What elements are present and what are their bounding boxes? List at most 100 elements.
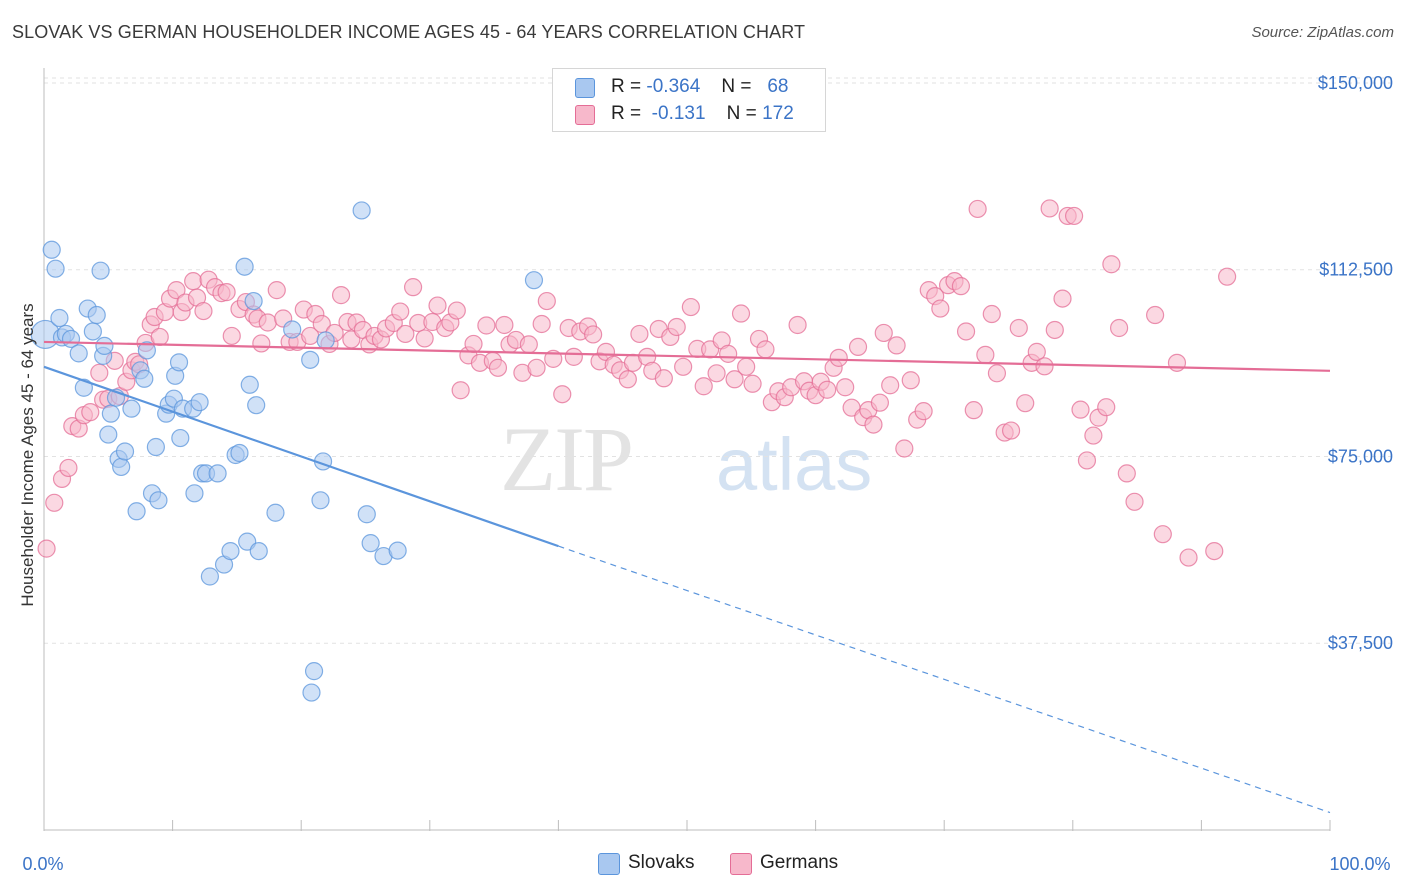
slovaks-point xyxy=(50,308,69,328)
germans-point xyxy=(1218,267,1237,286)
slovaks-point xyxy=(266,503,285,522)
germans-point xyxy=(1064,206,1084,226)
germans-point xyxy=(1001,421,1021,440)
x-tick-label-100: 100.0% xyxy=(1329,854,1390,874)
legend-n-value: 68 xyxy=(767,76,789,97)
germans-point xyxy=(194,301,213,321)
germans-point xyxy=(532,314,551,334)
slovaks-point xyxy=(235,257,254,276)
germans-swatch xyxy=(575,105,595,125)
x-ticks xyxy=(43,820,1331,831)
germans-point xyxy=(731,304,751,323)
germans-point xyxy=(90,363,109,382)
germans-point xyxy=(1125,492,1144,511)
stats-legend: R = -0.364 N = 68 R = -0.131 N = 172 xyxy=(552,68,826,132)
legend-n-value: 172 xyxy=(762,103,794,124)
germans-point xyxy=(756,340,775,359)
germans-point xyxy=(396,324,415,344)
germans-point xyxy=(694,377,713,396)
x-tick-label-0: 0.0% xyxy=(22,854,63,874)
germans-point xyxy=(1167,353,1187,372)
trend-lines xyxy=(43,340,1331,814)
germans-point xyxy=(488,358,508,377)
germans-point xyxy=(464,334,483,354)
slovaks-legend-swatch xyxy=(598,853,620,875)
germans-point xyxy=(167,281,186,300)
y-tick-label: $150,000 xyxy=(1318,73,1393,93)
slovaks-point xyxy=(388,541,407,560)
slovaks-point xyxy=(169,353,189,372)
slovaks-point xyxy=(249,541,268,561)
germans-point xyxy=(667,317,686,337)
germans-point xyxy=(1040,199,1059,218)
germans-point xyxy=(451,381,470,400)
germans-point xyxy=(544,349,563,368)
slovaks-point xyxy=(316,331,335,350)
germans-point xyxy=(881,376,900,395)
germans-points xyxy=(37,199,1237,567)
slovaks-point xyxy=(301,350,320,369)
germans-point xyxy=(654,369,673,388)
slovaks-point xyxy=(99,425,118,444)
slovaks-point xyxy=(87,305,106,325)
germans-point xyxy=(564,347,583,366)
germans-point xyxy=(331,286,351,305)
germans-point xyxy=(59,458,78,478)
slovaks-trend-extension xyxy=(558,545,1331,814)
germans-point xyxy=(415,329,434,348)
germans-point xyxy=(222,326,241,346)
germans-point xyxy=(184,272,203,291)
slovaks-point xyxy=(190,393,209,412)
germans-point xyxy=(1009,318,1028,338)
germans-point xyxy=(553,385,572,404)
germans-point xyxy=(1102,255,1121,274)
slovaks-point xyxy=(127,502,146,521)
legend-r-value: -0.364 xyxy=(646,76,701,97)
slovaks-point xyxy=(244,291,263,311)
germans-point xyxy=(982,304,1001,324)
slovaks-point xyxy=(83,322,102,341)
slovaks-point xyxy=(46,259,65,278)
germans-point xyxy=(403,278,423,297)
germans-point xyxy=(537,291,556,311)
germans-point xyxy=(848,337,868,357)
germans-point xyxy=(1117,464,1136,483)
germans-point xyxy=(870,393,890,412)
slovaks-point xyxy=(171,428,190,448)
germans-point xyxy=(725,370,744,389)
germans-trend-line xyxy=(43,340,1331,372)
y-tick-label: $112,500 xyxy=(1319,260,1393,280)
germans-point xyxy=(1205,541,1224,561)
germans-point xyxy=(931,299,950,318)
slovaks-point xyxy=(146,437,165,457)
germans-point xyxy=(987,364,1007,383)
slovaks-point xyxy=(149,491,168,510)
slovaks-point xyxy=(112,457,131,477)
y-tick-label: $37,500 xyxy=(1328,633,1393,653)
germans-point xyxy=(267,281,286,300)
slovaks-point xyxy=(240,375,259,394)
germans-point xyxy=(968,199,987,219)
germans-point xyxy=(887,336,906,355)
germans-point xyxy=(829,348,848,367)
germans-point xyxy=(914,402,933,421)
germans-point xyxy=(630,324,649,344)
germans-point xyxy=(1153,525,1172,544)
slovaks-point xyxy=(91,261,110,280)
germans-point xyxy=(1077,451,1097,470)
slovaks-point xyxy=(101,404,120,423)
germans-point xyxy=(527,358,546,377)
germans-point xyxy=(1084,426,1103,445)
germans-point xyxy=(1045,320,1064,340)
germans-point xyxy=(901,371,920,390)
chart-title: SLOVAK VS GERMAN HOUSEHOLDER INCOME AGES… xyxy=(12,22,806,42)
slovaks-point xyxy=(42,240,61,259)
germans-point xyxy=(1016,394,1035,413)
germans-point xyxy=(217,283,236,302)
y-axis-title: Householder Income Ages 45 - 64 years xyxy=(18,303,37,606)
germans-point xyxy=(737,357,756,376)
legend-label-germans: Germans xyxy=(760,852,839,873)
germans-point xyxy=(447,301,466,320)
slovaks-points xyxy=(30,201,544,702)
legend-r-label: R = xyxy=(611,103,642,124)
